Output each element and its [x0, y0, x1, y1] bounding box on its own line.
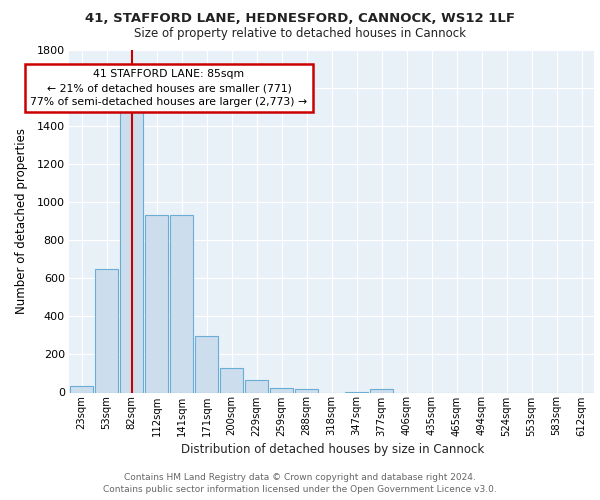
Text: Contains public sector information licensed under the Open Government Licence v3: Contains public sector information licen… [103, 485, 497, 494]
Bar [119, 111, 143, 392]
Bar [170, 214, 193, 392]
Bar [194, 336, 218, 392]
Bar [220, 368, 244, 392]
Text: Size of property relative to detached houses in Cannock: Size of property relative to detached ho… [134, 28, 466, 40]
Bar [95, 269, 118, 392]
Bar [245, 380, 268, 392]
Bar [370, 389, 394, 392]
Text: 41 STAFFORD LANE: 85sqm
← 21% of detached houses are smaller (771)
77% of semi-d: 41 STAFFORD LANE: 85sqm ← 21% of detache… [31, 69, 308, 107]
Bar [295, 389, 319, 392]
Text: 41, STAFFORD LANE, HEDNESFORD, CANNOCK, WS12 1LF: 41, STAFFORD LANE, HEDNESFORD, CANNOCK, … [85, 12, 515, 24]
Bar [145, 214, 169, 392]
Y-axis label: Number of detached properties: Number of detached properties [16, 128, 28, 314]
Bar [70, 386, 94, 392]
Text: Contains HM Land Registry data © Crown copyright and database right 2024.: Contains HM Land Registry data © Crown c… [124, 472, 476, 482]
Text: Distribution of detached houses by size in Cannock: Distribution of detached houses by size … [181, 442, 485, 456]
Bar [269, 388, 293, 392]
